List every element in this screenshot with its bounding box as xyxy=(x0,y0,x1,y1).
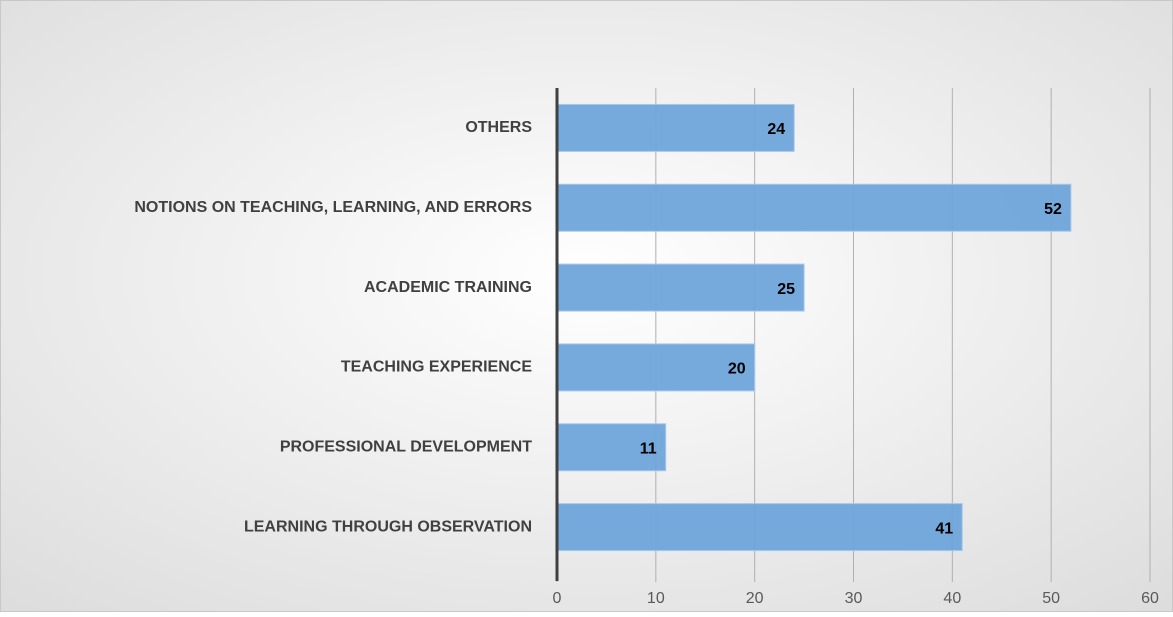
bar xyxy=(556,503,963,552)
y-tick-label: TEACHING EXPERIENCE xyxy=(341,359,532,376)
bar xyxy=(556,423,667,472)
x-tick-label: 10 xyxy=(647,590,665,607)
bar xyxy=(556,343,756,392)
x-tick-label: 0 xyxy=(553,590,562,607)
y-tick-label: NOTIONS ON TEACHING, LEARNING, AND ERROR… xyxy=(134,199,532,216)
data-label: 52 xyxy=(1044,201,1062,218)
data-label: 25 xyxy=(777,281,795,298)
y-tick-label: PROFESSIONAL DEVELOPMENT xyxy=(280,438,532,455)
x-tick-label: 20 xyxy=(746,590,764,607)
data-label: 24 xyxy=(767,121,785,138)
x-tick-label: 60 xyxy=(1141,590,1159,607)
x-tick-label: 30 xyxy=(845,590,863,607)
y-tick-label: OTHERS xyxy=(465,119,532,136)
bar xyxy=(556,183,1072,232)
bar xyxy=(556,263,805,312)
y-tick-label: ACADEMIC TRAINING xyxy=(364,279,532,296)
x-tick-label: 40 xyxy=(943,590,961,607)
data-label: 41 xyxy=(935,520,953,537)
data-label: 11 xyxy=(640,440,657,457)
bar xyxy=(556,103,795,152)
data-label: 20 xyxy=(728,361,746,378)
y-tick-label: LEARNING THROUGH OBSERVATION xyxy=(244,518,532,535)
x-tick-label: 50 xyxy=(1042,590,1060,607)
